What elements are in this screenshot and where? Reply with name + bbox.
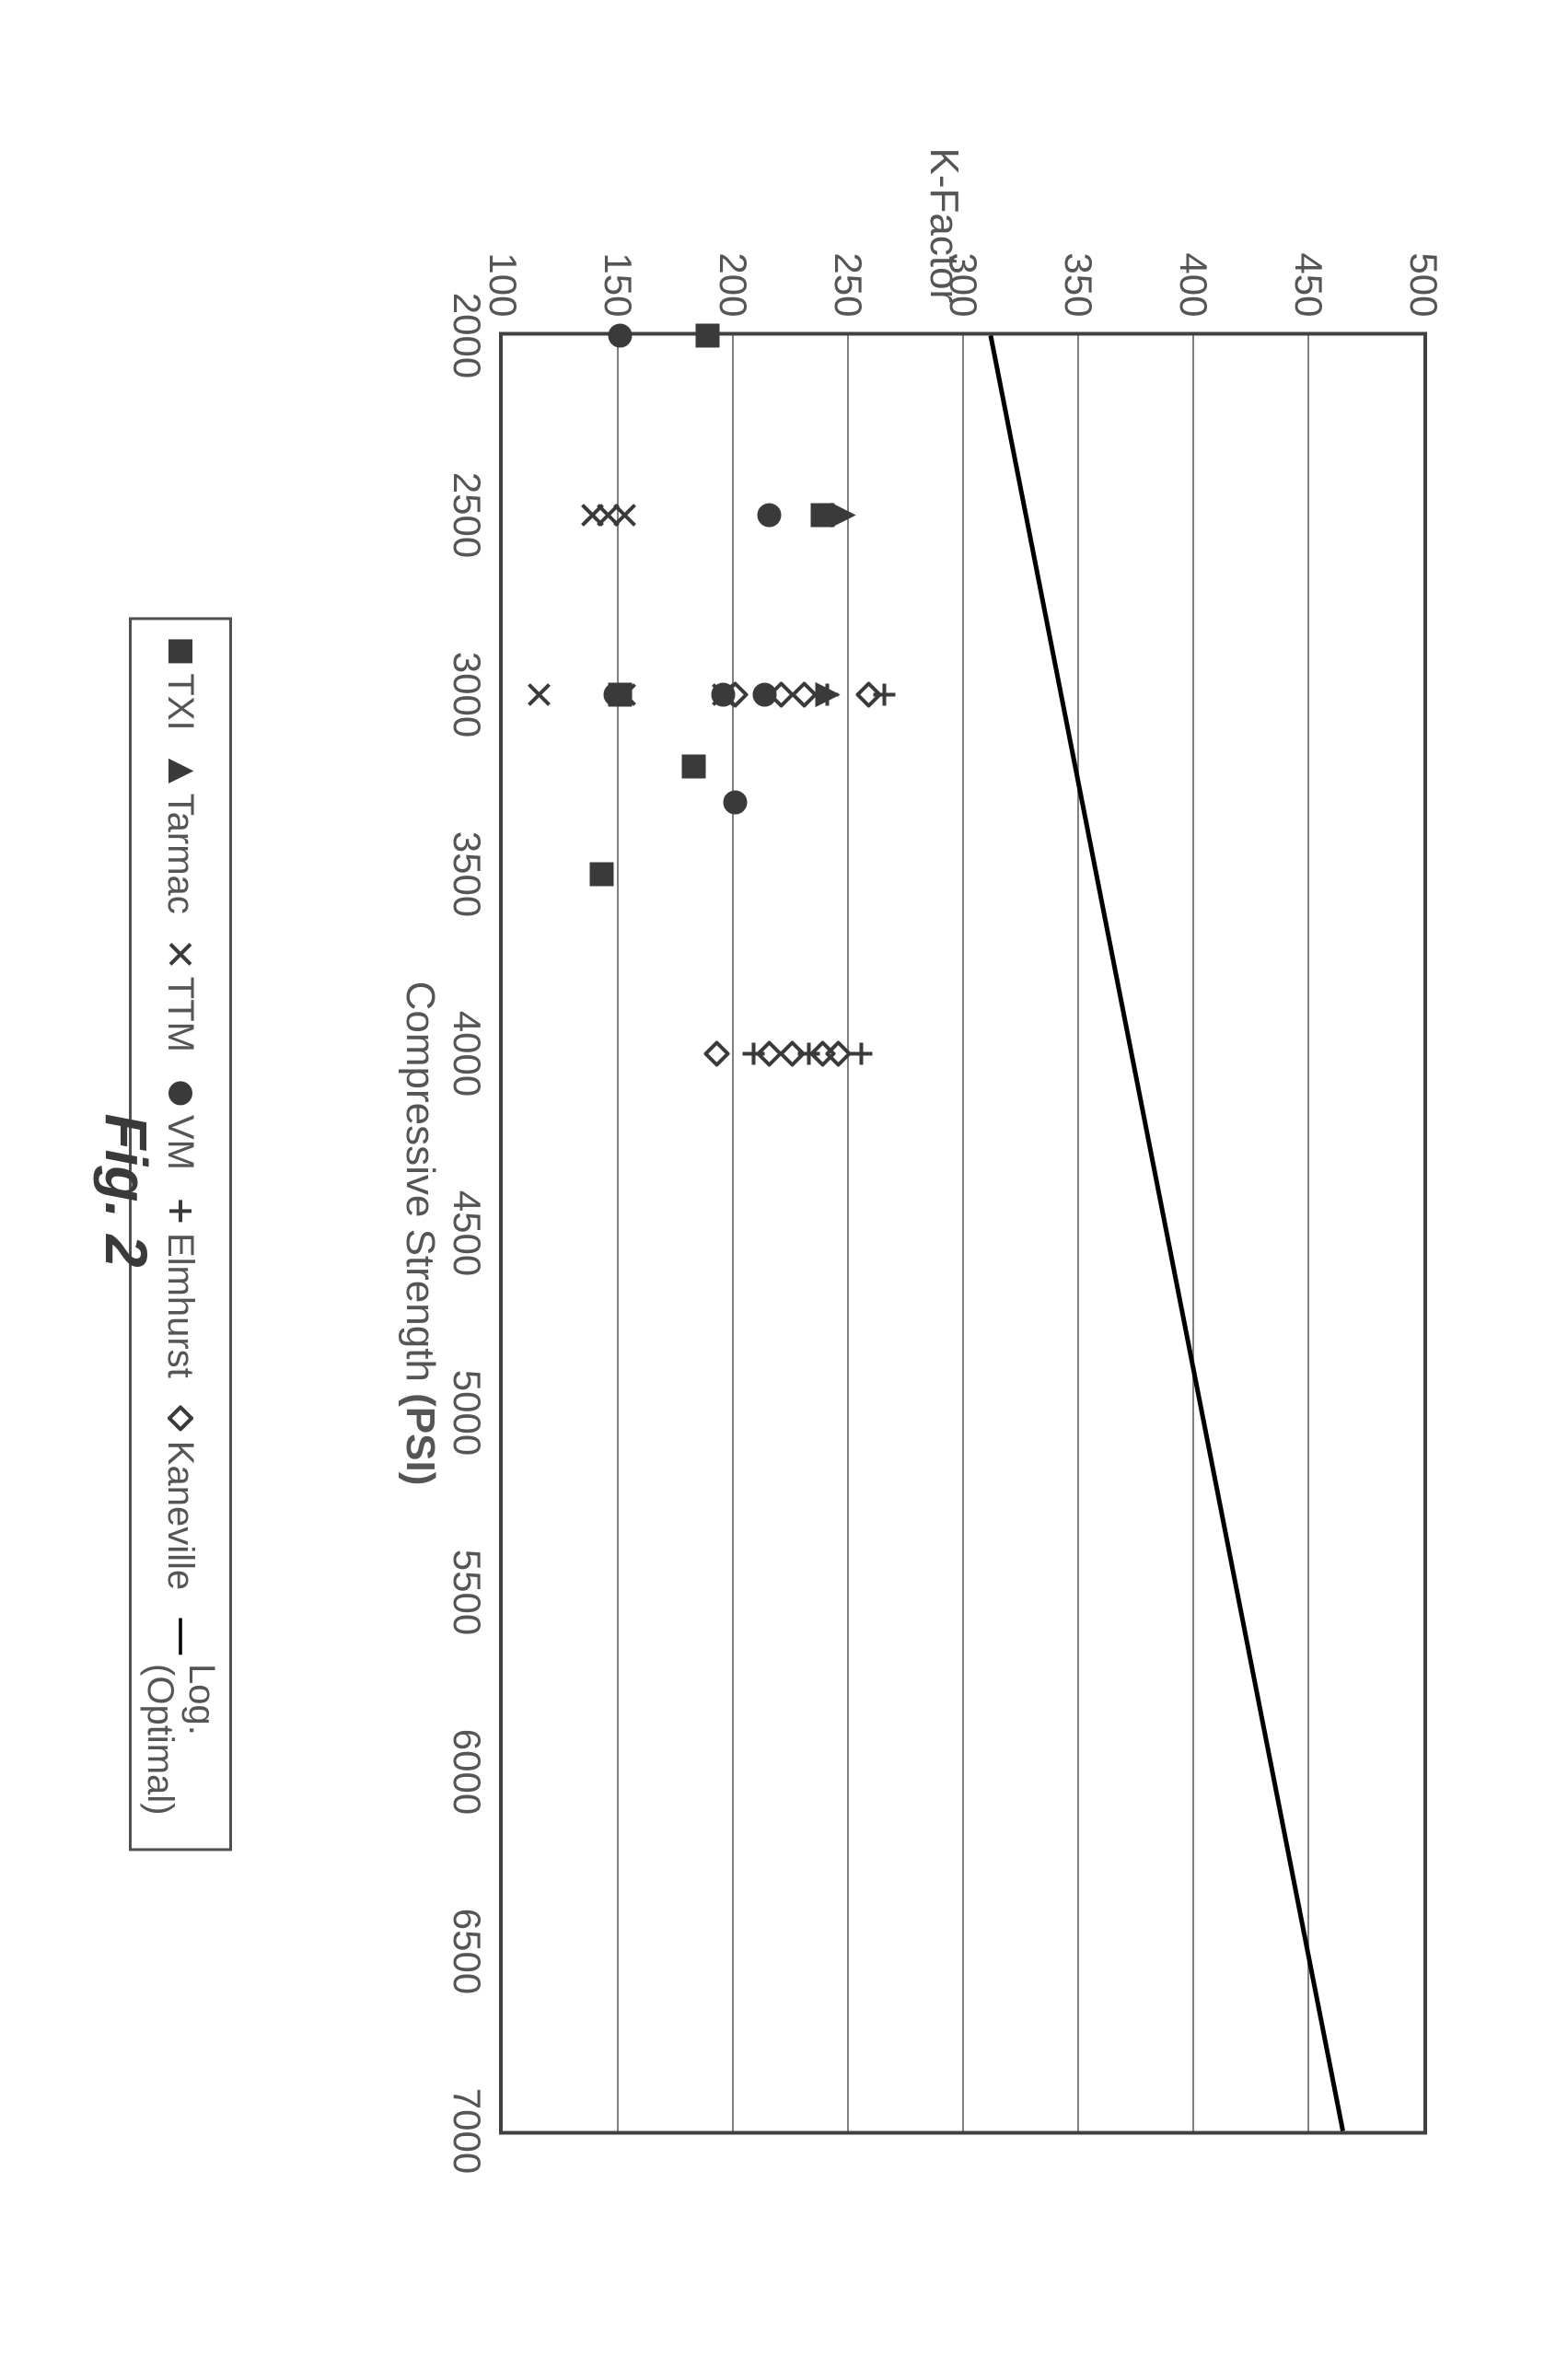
data-point-ttm xyxy=(575,502,606,528)
data-point-kaneville xyxy=(752,1040,783,1066)
filled-circle-icon xyxy=(168,1079,193,1105)
data-point-kaneville xyxy=(764,681,795,707)
x-tick-label: 2000 xyxy=(445,292,489,377)
gridline xyxy=(1192,335,1194,2130)
legend-label: TXI xyxy=(160,673,202,730)
y-tick-label: 350 xyxy=(1056,252,1100,317)
legend-label: VM xyxy=(160,1114,202,1169)
y-tick-label: 300 xyxy=(941,252,985,317)
legend-item-kaneville: Kaneville xyxy=(160,1405,202,1589)
diamond-icon xyxy=(168,1405,193,1431)
data-point-kaneville xyxy=(718,681,749,707)
x-tick-label: 4500 xyxy=(445,1190,489,1275)
legend-item-txi: TXI xyxy=(160,638,202,730)
data-point-vm xyxy=(752,502,783,528)
legend-label: Log. (Optimal) xyxy=(139,1664,222,1830)
data-point-txi xyxy=(677,753,707,779)
gridline xyxy=(962,335,964,2130)
data-point-kaneville xyxy=(700,1040,730,1066)
x-tick-label: 3500 xyxy=(445,830,489,916)
x-axis-label: Compressive Strength (PSI) xyxy=(397,981,443,1485)
filled-square-icon xyxy=(168,638,193,664)
data-point-kaneville xyxy=(806,1040,836,1066)
chart-rotated-wrapper: K-Factor Compressive Strength (PSI) 1001… xyxy=(37,37,1519,2343)
data-point-tarmac xyxy=(826,502,856,528)
x-tick-label: 7000 xyxy=(445,2087,489,2173)
legend-label: Elmhurst xyxy=(160,1232,202,1377)
gridline xyxy=(732,335,734,2130)
y-tick-label: 150 xyxy=(596,252,640,317)
data-point-txi xyxy=(585,861,615,887)
data-point-vm xyxy=(603,322,633,348)
x-tick-label: 3000 xyxy=(445,651,489,737)
x-tick-label: 6000 xyxy=(445,1728,489,1814)
data-point-vm xyxy=(598,681,629,707)
x-axis-label-text: Compressive Strength xyxy=(398,981,443,1393)
plot-box: Compressive Strength (PSI) 1001502002503… xyxy=(499,331,1427,2134)
x-icon xyxy=(168,941,193,967)
gridline xyxy=(1307,335,1309,2130)
gridline xyxy=(1077,335,1079,2130)
x-tick-label: 2500 xyxy=(445,471,489,557)
legend-label: Tarmac xyxy=(160,793,202,913)
x-axis-label-bold: (PSI) xyxy=(398,1393,443,1485)
legend-label: Kaneville xyxy=(160,1440,202,1589)
gridline xyxy=(847,335,849,2130)
y-tick-label: 400 xyxy=(1171,252,1215,317)
legend-item-tarmac: Tarmac xyxy=(160,758,202,913)
data-point-txi xyxy=(691,322,721,348)
y-tick-label: 450 xyxy=(1286,252,1330,317)
data-point-kaneville xyxy=(852,681,882,707)
plus-icon xyxy=(168,1197,193,1223)
figure-caption: Fig. 2 xyxy=(92,1113,160,1267)
gridline xyxy=(617,335,619,2130)
x-tick-label: 6500 xyxy=(445,1908,489,1993)
chart-area: K-Factor Compressive Strength (PSI) 1001… xyxy=(341,221,1446,2246)
legend-item-vm: VM xyxy=(160,1079,202,1169)
x-tick-label: 4000 xyxy=(445,1010,489,1096)
figure-container: K-Factor Compressive Strength (PSI) 1001… xyxy=(37,37,1519,2343)
filled-triangle-icon xyxy=(168,758,193,784)
data-point-ttm xyxy=(522,681,552,707)
y-tick-label: 200 xyxy=(711,252,755,317)
x-tick-label: 5500 xyxy=(445,1549,489,1634)
line-icon xyxy=(168,1618,193,1654)
legend-item-ttm: TTM xyxy=(160,941,202,1051)
legend-item-elmhurst: Elmhurst xyxy=(160,1197,202,1377)
x-tick-label: 5000 xyxy=(445,1369,489,1455)
y-tick-label: 500 xyxy=(1401,252,1446,317)
y-tick-label: 250 xyxy=(826,252,870,317)
data-point-vm xyxy=(718,789,749,815)
legend-label: TTM xyxy=(160,976,202,1051)
legend-item-trend: Log. (Optimal) xyxy=(139,1618,222,1829)
